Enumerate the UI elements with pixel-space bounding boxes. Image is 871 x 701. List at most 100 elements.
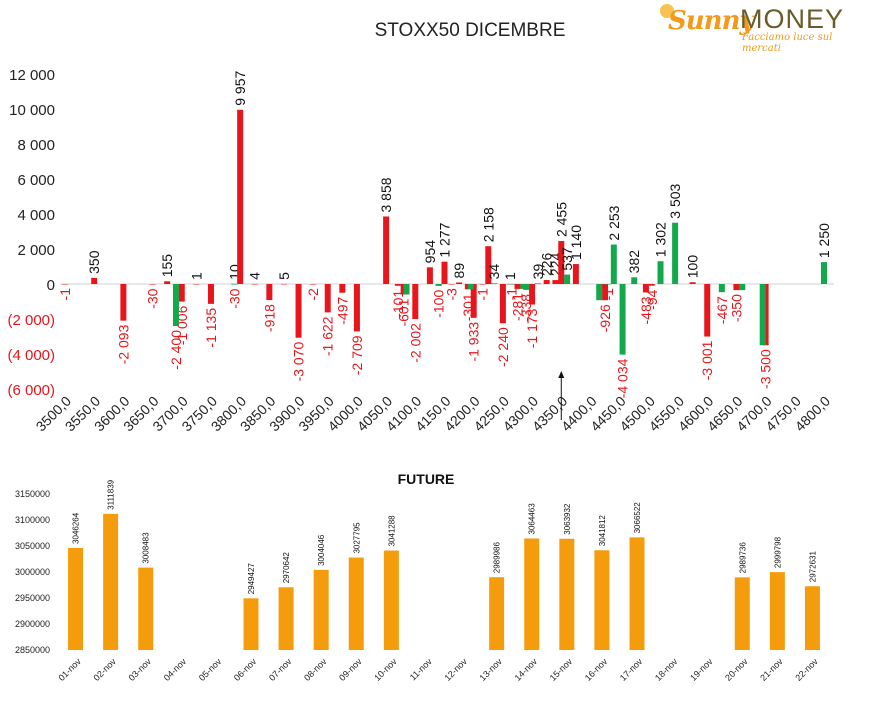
data-label: -2 709 <box>349 335 365 375</box>
data-label: 39 <box>530 264 546 280</box>
arrow-head <box>558 371 565 378</box>
data-label: -3 070 <box>291 342 307 382</box>
bar-green <box>657 261 664 284</box>
bar-red <box>514 284 521 289</box>
future-x-tick-label: 21-nov <box>758 656 785 683</box>
bar-green <box>596 284 603 301</box>
future-value-label: 2989736 <box>738 542 747 574</box>
bar-red <box>448 284 455 285</box>
data-label: 3 503 <box>667 183 683 218</box>
bar-red <box>193 283 200 285</box>
future-x-tick-label: 04-nov <box>162 656 189 683</box>
future-bar <box>594 550 610 650</box>
future-x-tick-label: 22-nov <box>793 656 820 683</box>
data-label: 1 140 <box>568 225 584 260</box>
future-value-label: 2949427 <box>247 563 256 595</box>
y-tick-label: (6 000) <box>7 382 55 399</box>
data-label: -2 <box>305 288 321 301</box>
bar-red <box>456 282 463 284</box>
bar-green <box>610 244 617 284</box>
data-label: 5 <box>276 272 292 280</box>
y-tick-label: 4 000 <box>17 207 55 224</box>
bar-green <box>604 284 611 285</box>
bar-red <box>491 283 498 284</box>
sun-icon <box>660 4 674 18</box>
future-x-tick-label: 05-nov <box>197 656 224 683</box>
data-label: -4 034 <box>615 358 631 398</box>
y-tick-label: 12 000 <box>9 67 55 84</box>
future-y-tick-label: 3000000 <box>15 567 50 577</box>
future-bar <box>138 567 154 650</box>
data-label: 1 <box>502 272 518 280</box>
data-label: 382 <box>626 250 642 274</box>
future-x-tick-label: 13-nov <box>478 656 505 683</box>
future-x-tick-label: 17-nov <box>618 656 645 683</box>
y-tick-label: 0 <box>47 277 55 294</box>
data-label: 350 <box>86 250 102 274</box>
data-label: -926 <box>597 304 613 332</box>
bar-red <box>499 284 506 324</box>
future-value-label: 3066522 <box>633 502 642 534</box>
data-label: -101 <box>390 290 406 318</box>
data-label: 2 455 <box>553 202 569 237</box>
future-y-tick-label: 3100000 <box>15 515 50 525</box>
future-bar <box>313 569 329 650</box>
bar-green <box>672 222 679 284</box>
future-x-tick-label: 03-nov <box>127 656 154 683</box>
bar-red <box>62 284 68 285</box>
data-label: -3 <box>444 288 460 301</box>
future-x-tick-label: 09-nov <box>337 656 364 683</box>
data-label: -1 622 <box>320 316 336 356</box>
data-label: -1 933 <box>466 322 482 362</box>
data-label: -2 093 <box>115 324 131 364</box>
future-bar <box>243 598 259 650</box>
bar-red <box>383 216 390 284</box>
future-bar <box>559 538 575 650</box>
bar-green <box>534 283 541 284</box>
data-label: 34 <box>486 264 502 280</box>
bar-red <box>120 284 127 321</box>
future-value-label: 3027795 <box>352 522 361 554</box>
future-x-tick-label: 15-nov <box>548 656 575 683</box>
data-label: 9 957 <box>232 71 248 106</box>
bar-green <box>759 284 766 346</box>
data-label: -1 <box>474 288 490 301</box>
logo-brand-b: MONEY <box>740 4 845 34</box>
future-value-label: 3111839 <box>107 479 116 510</box>
y-tick-label: 2 000 <box>17 242 55 259</box>
data-label: -2 400 <box>168 330 184 370</box>
bar-red <box>280 283 287 285</box>
future-bar <box>804 586 820 650</box>
future-value-label: 3064463 <box>528 503 537 535</box>
data-label: -601 <box>396 298 412 326</box>
bar-red <box>394 284 401 286</box>
future-value-label: 3041288 <box>387 515 396 547</box>
future-y-tick-label: 3050000 <box>15 541 50 551</box>
future-y-tick-label: 2950000 <box>15 593 50 603</box>
future-value-label: 3008483 <box>142 532 151 564</box>
bar-red <box>324 284 331 313</box>
bar-red <box>91 277 98 284</box>
data-label: 3 858 <box>378 177 394 212</box>
future-x-tick-label: 11-nov <box>408 656 434 682</box>
data-label: 1 302 <box>653 222 669 257</box>
data-label: -338 <box>518 294 534 322</box>
data-label: 537 <box>559 247 575 271</box>
future-x-tick-label: 01-nov <box>56 656 83 683</box>
data-label: -1 173 <box>524 308 540 348</box>
y-tick-label: (4 000) <box>7 347 55 364</box>
y-tick-label: 8 000 <box>17 137 55 154</box>
future-bar <box>348 557 364 650</box>
data-label: -94 <box>644 289 660 309</box>
data-label: 2 253 <box>606 205 622 240</box>
data-label: -1 <box>600 288 616 301</box>
bar-red <box>602 284 609 301</box>
future-y-tick-label: 3150000 <box>15 489 50 499</box>
bar-red <box>178 284 185 302</box>
bar-green <box>718 284 725 293</box>
future-value-label: 2972631 <box>808 551 817 583</box>
chart-title: STOXX50 DICEMBRE <box>375 20 566 41</box>
future-bar <box>278 587 294 650</box>
data-label: 226 <box>539 252 555 276</box>
future-bar <box>103 513 119 650</box>
